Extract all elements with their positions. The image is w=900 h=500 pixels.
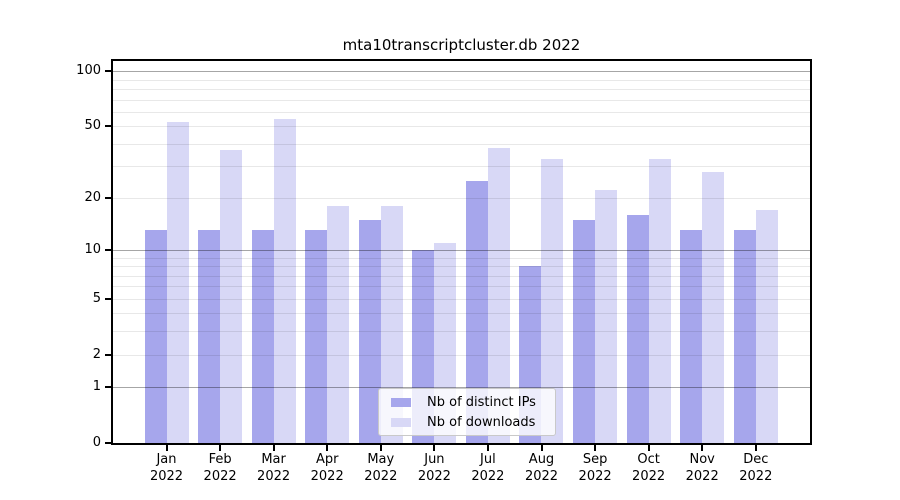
y-tick-label-2: 2 (92, 346, 101, 362)
gridline-60 (113, 111, 810, 113)
gridline-9 (113, 257, 810, 259)
legend-label-downloads: Nb of downloads (427, 414, 536, 430)
bar-downloads-feb (220, 150, 243, 443)
gridline-decade-1 (113, 387, 810, 389)
y-tick-label-50: 50 (84, 118, 101, 134)
bar-distinct-ips-jul (465, 180, 488, 443)
y-axis-tick-10 (105, 248, 111, 251)
y-tick-label-5: 5 (92, 290, 101, 306)
gridline-30 (113, 166, 810, 168)
legend-row-distinct-ips: Nb of distinct IPs (387, 394, 547, 410)
x-tick-label-jul: Jul 2022 (471, 452, 505, 484)
x-axis-tick-feb (219, 445, 222, 451)
gridline-5 (113, 298, 810, 300)
x-axis-tick-jun (433, 445, 436, 451)
bar-distinct-ips-oct (626, 214, 649, 443)
gridline-50 (113, 126, 810, 128)
y-tick-label-20: 20 (84, 189, 101, 205)
gridline-decade-10 (113, 249, 810, 251)
x-axis-tick-jan (165, 445, 168, 451)
legend-label-distinct-ips: Nb of distinct IPs (427, 394, 536, 410)
gridline-2 (113, 354, 810, 356)
bar-downloads-dec (755, 210, 778, 443)
bar-distinct-ips-apr (305, 230, 328, 443)
bar-distinct-ips-nov (680, 230, 703, 443)
legend-swatch-downloads (391, 417, 411, 427)
legend: Nb of distinct IPs Nb of downloads (378, 388, 556, 436)
bar-distinct-ips-may (358, 219, 381, 443)
x-axis-tick-aug (540, 445, 543, 451)
x-tick-label-jan: Jan 2022 (149, 452, 184, 484)
x-tick-label-oct: Oct 2022 (632, 452, 666, 484)
bar-downloads-jan (166, 121, 189, 443)
x-axis-tick-mar (272, 445, 275, 451)
gridline-80 (113, 89, 810, 90)
bar-downloads-oct (648, 158, 671, 443)
gridline-20 (113, 197, 810, 199)
y-axis-tick-2 (105, 353, 111, 356)
gridline-7 (113, 275, 810, 277)
x-axis-tick-sep (594, 445, 597, 451)
bar-downloads-sep (595, 190, 618, 443)
y-tick-label-100: 100 (76, 63, 101, 79)
gridline-8 (113, 266, 810, 267)
gridline-decade-100 (113, 71, 810, 73)
bar-downloads-may (380, 205, 403, 443)
x-axis-tick-may (379, 445, 382, 451)
gridline-6 (113, 286, 810, 288)
legend-row-downloads: Nb of downloads (387, 414, 547, 430)
x-axis-tick-nov (701, 445, 704, 451)
bar-downloads-aug (541, 158, 564, 443)
legend-swatch-distinct-ips (391, 397, 411, 407)
bar-distinct-ips-sep (573, 219, 596, 443)
bar-downloads-nov (702, 171, 725, 443)
gridline-90 (113, 79, 810, 81)
bar-distinct-ips-dec (733, 230, 756, 443)
bar-downloads-apr (327, 205, 350, 443)
y-axis-tick-100 (105, 70, 111, 73)
y-axis-tick-5 (105, 297, 111, 300)
bar-downloads-jul (487, 147, 510, 443)
bar-distinct-ips-mar (251, 230, 274, 443)
x-tick-label-apr: Apr 2022 (310, 452, 344, 484)
x-tick-label-mar: Mar 2022 (257, 452, 291, 484)
chart-title: mta10transcriptcluster.db 2022 (342, 36, 581, 54)
x-tick-label-may: May 2022 (364, 452, 398, 484)
gridline-40 (113, 143, 810, 145)
y-tick-label-1: 1 (92, 379, 101, 395)
bar-downloads-mar (273, 118, 296, 443)
gridline-3 (113, 331, 810, 333)
x-tick-label-feb: Feb 2022 (203, 452, 237, 484)
gridline-70 (113, 99, 810, 101)
y-axis-tick-50 (105, 125, 111, 128)
gridline-4 (113, 313, 810, 315)
x-tick-label-dec: Dec 2022 (739, 452, 773, 484)
bar-distinct-ips-jan (144, 230, 167, 443)
y-axis-tick-0 (105, 442, 111, 444)
x-tick-label-sep: Sep 2022 (578, 452, 612, 484)
x-axis-tick-apr (326, 445, 329, 451)
x-tick-label-aug: Aug 2022 (524, 452, 559, 484)
x-axis-tick-dec (754, 445, 757, 451)
x-axis-tick-oct (647, 445, 650, 451)
bar-distinct-ips-feb (198, 230, 221, 443)
x-tick-label-nov: Nov 2022 (685, 452, 719, 484)
y-tick-label-10: 10 (84, 241, 101, 257)
plot-area (111, 59, 812, 445)
y-axis-tick-20 (105, 196, 111, 199)
x-tick-label-jun: Jun 2022 (417, 452, 451, 484)
y-axis-tick-1 (105, 386, 111, 389)
y-tick-label-0: 0 (92, 435, 101, 450)
x-axis-tick-jul (486, 445, 489, 451)
